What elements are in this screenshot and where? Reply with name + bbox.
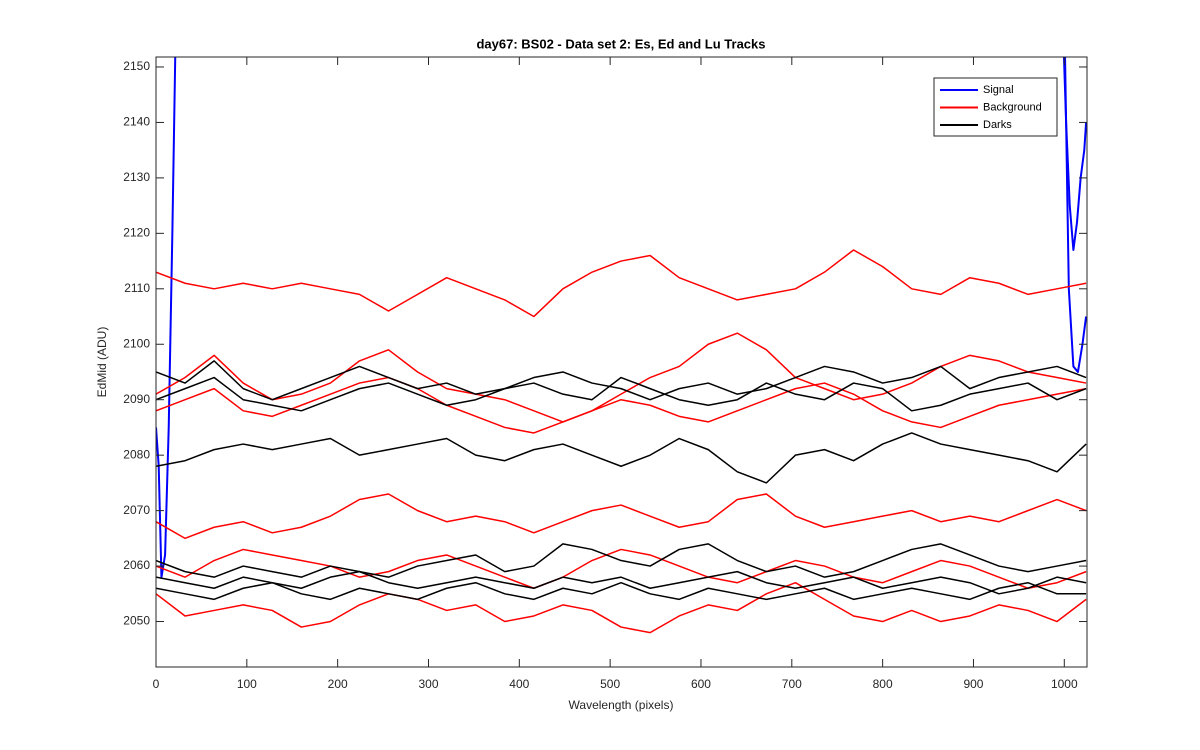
x-tick-label: 600 [691, 677, 711, 691]
series-line [156, 543, 1087, 578]
series-line [1064, 57, 1087, 373]
x-tick-label: 500 [600, 677, 620, 691]
x-tick-label: 400 [509, 677, 529, 691]
y-tick-label: 2090 [123, 392, 150, 406]
y-tick-label: 2060 [123, 558, 150, 572]
y-tick-label: 2070 [123, 503, 150, 517]
x-tick-label: 100 [237, 677, 257, 691]
y-tick-label: 2120 [123, 226, 150, 240]
x-tick-label: 700 [782, 677, 802, 691]
series-line [156, 581, 1087, 634]
plot-box [155, 56, 1088, 668]
series-line [156, 376, 1087, 434]
y-tick-label: 2150 [123, 59, 150, 73]
series-line [156, 360, 1087, 401]
y-tick-label: 2110 [124, 281, 150, 295]
x-tick-label: 300 [418, 677, 438, 691]
legend-label: Background [983, 101, 1042, 113]
plot-lines [156, 57, 1087, 634]
x-tick-label: 0 [153, 677, 160, 691]
x-tick-label: 200 [328, 677, 348, 691]
y-tick-label: 2080 [123, 447, 150, 461]
series-line [156, 332, 1087, 423]
series-line [156, 432, 1087, 484]
legend-label: Darks [983, 119, 1012, 131]
y-tick-label: 2050 [123, 614, 150, 628]
legend-label: Signal [983, 84, 1014, 96]
series-line [156, 581, 1087, 601]
y-tick-label: 2140 [123, 115, 150, 129]
series-line [156, 493, 1087, 540]
x-tick-label: 1000 [1051, 677, 1078, 691]
y-tick-label: 2100 [123, 336, 150, 350]
series-line [156, 570, 1087, 595]
series-line [156, 548, 1087, 589]
series-line [156, 376, 1087, 412]
y-axis-label: EdMid (ADU) [95, 327, 109, 398]
series-line [156, 249, 1087, 318]
chart-title: day67: BS02 - Data set 2: Es, Ed and Lu … [476, 36, 765, 51]
x-axis-label: Wavelength (pixels) [569, 698, 674, 712]
x-tick-label: 800 [873, 677, 893, 691]
y-tick-label: 2130 [123, 170, 150, 184]
x-tick-label: 900 [963, 677, 983, 691]
